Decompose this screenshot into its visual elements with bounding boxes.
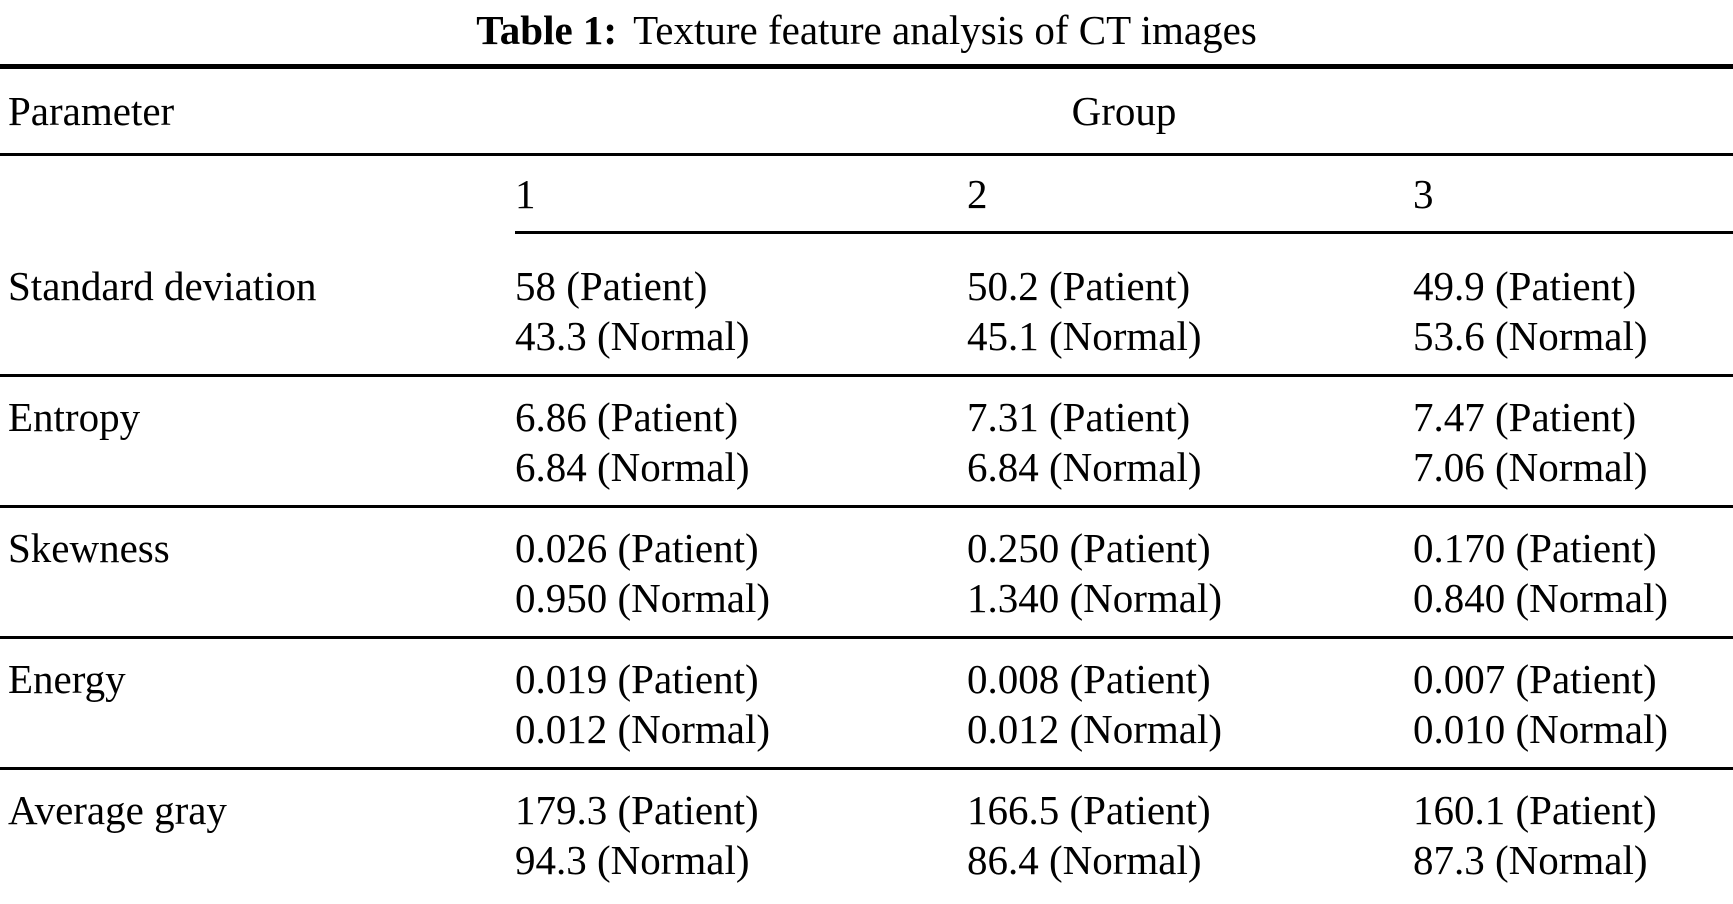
cell-entropy-group2: 7.31 (Patient) 6.84 (Normal) — [967, 392, 1413, 492]
table-row-skewness: Skewness 0.026 (Patient) 0.950 (Normal) … — [0, 508, 1733, 639]
normal-value: 0.010 (Normal) — [1413, 706, 1669, 752]
normal-value: 0.950 (Normal) — [515, 575, 771, 621]
normal-value: 87.3 (Normal) — [1413, 837, 1648, 883]
cell-skewness-group3: 0.170 (Patient) 0.840 (Normal) — [1413, 523, 1733, 623]
table-row-entropy: Entropy 6.86 (Patient) 6.84 (Normal) 7.3… — [0, 377, 1733, 508]
patient-value: 0.007 (Patient) — [1413, 656, 1657, 702]
patient-value: 0.250 (Patient) — [967, 525, 1211, 571]
patient-value: 7.47 (Patient) — [1413, 394, 1637, 440]
subheader-spacer — [0, 156, 515, 234]
table-caption-text: Texture feature analysis of CT images — [633, 7, 1257, 53]
column-header-group-1: 1 — [515, 170, 536, 217]
table-row-standard-deviation: Standard deviation 58 (Patient) 43.3 (No… — [0, 234, 1733, 377]
normal-value: 1.340 (Normal) — [967, 575, 1223, 621]
column-header-parameter: Parameter — [8, 88, 175, 134]
normal-value: 0.840 (Normal) — [1413, 575, 1669, 621]
cell-stddev-group2: 50.2 (Patient) 45.1 (Normal) — [967, 261, 1413, 361]
cell-avggray-group3: 160.1 (Patient) 87.3 (Normal) — [1413, 785, 1733, 885]
normal-value: 6.84 (Normal) — [515, 444, 750, 490]
row-label: Entropy — [8, 394, 141, 440]
patient-value: 58 (Patient) — [515, 263, 708, 309]
normal-value: 94.3 (Normal) — [515, 837, 750, 883]
cell-stddev-group1: 58 (Patient) 43.3 (Normal) — [515, 261, 967, 361]
column-header-group-spanner: Group — [1071, 88, 1177, 134]
cell-energy-group3: 0.007 (Patient) 0.010 (Normal) — [1413, 654, 1733, 754]
patient-value: 179.3 (Patient) — [515, 787, 759, 833]
patient-value: 49.9 (Patient) — [1413, 263, 1637, 309]
patient-value: 0.008 (Patient) — [967, 656, 1211, 702]
table-header-row: Parameter Group — [0, 69, 1733, 156]
patient-value: 6.86 (Patient) — [515, 394, 739, 440]
row-label: Average gray — [8, 787, 227, 833]
cell-skewness-group1: 0.026 (Patient) 0.950 (Normal) — [515, 523, 967, 623]
patient-value: 7.31 (Patient) — [967, 394, 1191, 440]
patient-value: 0.170 (Patient) — [1413, 525, 1657, 571]
table-row-energy: Energy 0.019 (Patient) 0.012 (Normal) 0.… — [0, 639, 1733, 770]
normal-value: 43.3 (Normal) — [515, 313, 750, 359]
column-header-group-3: 3 — [1413, 170, 1434, 217]
row-label: Energy — [8, 656, 126, 702]
normal-value: 53.6 (Normal) — [1413, 313, 1648, 359]
patient-value: 0.026 (Patient) — [515, 525, 759, 571]
patient-value: 160.1 (Patient) — [1413, 787, 1657, 833]
row-label: Standard deviation — [8, 263, 317, 309]
table-caption: Table 1: Texture feature analysis of CT … — [0, 0, 1733, 64]
cell-entropy-group3: 7.47 (Patient) 7.06 (Normal) — [1413, 392, 1733, 492]
table-row-average-gray: Average gray 179.3 (Patient) 94.3 (Norma… — [0, 770, 1733, 904]
cell-skewness-group2: 0.250 (Patient) 1.340 (Normal) — [967, 523, 1413, 623]
cell-avggray-group1: 179.3 (Patient) 94.3 (Normal) — [515, 785, 967, 885]
data-table: Parameter Group 1 2 3 Standard deviation… — [0, 64, 1733, 904]
normal-value: 0.012 (Normal) — [967, 706, 1223, 752]
normal-value: 6.84 (Normal) — [967, 444, 1202, 490]
cell-energy-group2: 0.008 (Patient) 0.012 (Normal) — [967, 654, 1413, 754]
cell-energy-group1: 0.019 (Patient) 0.012 (Normal) — [515, 654, 967, 754]
cell-avggray-group2: 166.5 (Patient) 86.4 (Normal) — [967, 785, 1413, 885]
patient-value: 50.2 (Patient) — [967, 263, 1191, 309]
normal-value: 45.1 (Normal) — [967, 313, 1202, 359]
column-header-group-2: 2 — [967, 170, 988, 217]
cell-entropy-group1: 6.86 (Patient) 6.84 (Normal) — [515, 392, 967, 492]
table-subheader-row: 1 2 3 — [0, 156, 1733, 234]
row-label: Skewness — [8, 525, 170, 571]
group-number-headers: 1 2 3 — [515, 156, 1733, 234]
normal-value: 86.4 (Normal) — [967, 837, 1202, 883]
patient-value: 0.019 (Patient) — [515, 656, 759, 702]
normal-value: 0.012 (Normal) — [515, 706, 771, 752]
table-caption-label: Table 1: — [476, 7, 618, 53]
normal-value: 7.06 (Normal) — [1413, 444, 1648, 490]
patient-value: 166.5 (Patient) — [967, 787, 1211, 833]
cell-stddev-group3: 49.9 (Patient) 53.6 (Normal) — [1413, 261, 1733, 361]
